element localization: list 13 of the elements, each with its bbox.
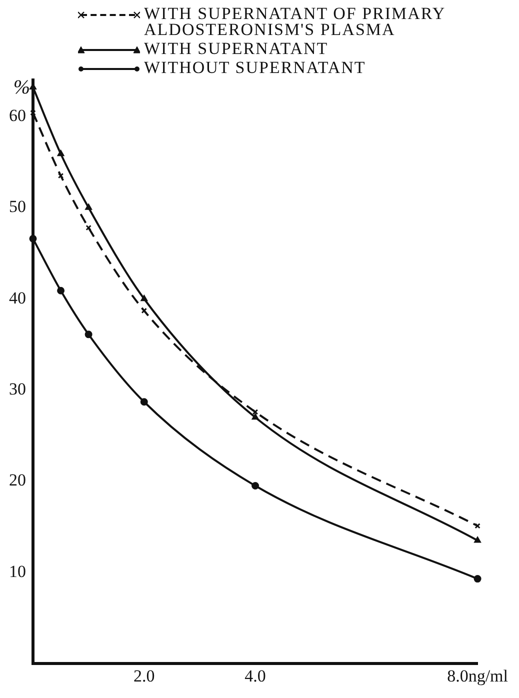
y-tick-label: 10 xyxy=(9,562,26,581)
y-tick-label: 40 xyxy=(9,288,26,308)
y-tick-label: 20 xyxy=(9,470,26,490)
legend-label: WITH SUPERNATANT OF PRIMARY ALDOSTERONISM'S PLASMA xyxy=(144,4,446,39)
y-axis-title: % xyxy=(13,76,30,98)
x-tick-label: 8.0ng/ml xyxy=(447,666,508,686)
x-tick-label: 4.0 xyxy=(244,666,266,686)
x-tick-label: 2.0 xyxy=(134,666,155,686)
y-tick-label: 50 xyxy=(9,197,26,216)
legend-label: WITHOUT SUPERNATANT xyxy=(144,58,367,77)
legend-label: WITH SUPERNATANT xyxy=(144,39,330,58)
y-tick-label: 60 xyxy=(9,106,26,125)
y-tick-label: 30 xyxy=(9,380,26,399)
